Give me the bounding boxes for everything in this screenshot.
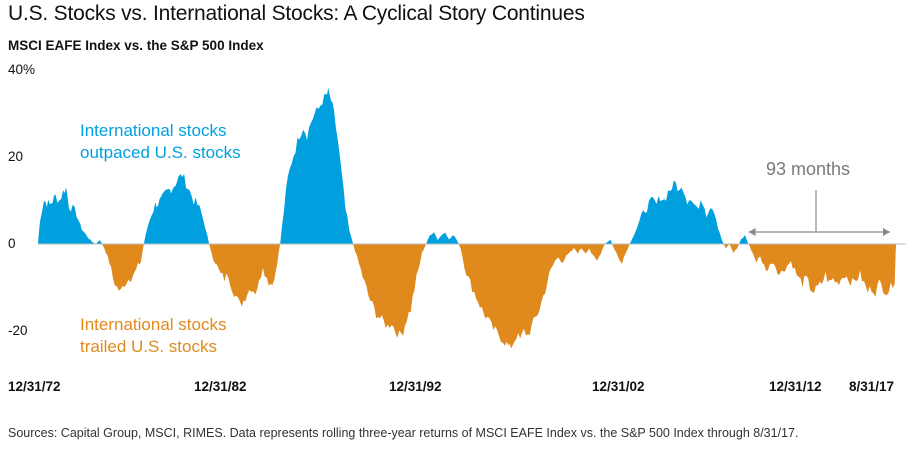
x-tick-label-2017: 8/31/17 (849, 379, 895, 394)
trailed-annotation-line1: International stocks (80, 315, 227, 334)
outpaced-annotation-line1: International stocks (80, 121, 227, 140)
bracket-arrow-left (748, 228, 756, 236)
y-tick-label-neg20: -20 (8, 323, 28, 338)
outpaced-annotation-line2: outpaced U.S. stocks (80, 143, 241, 162)
duration-bracket (748, 190, 890, 236)
y-tick-label-20: 20 (8, 149, 24, 164)
trailed-annotation-line2: trailed U.S. stocks (80, 337, 217, 356)
x-tick-label-1972: 12/31/72 (8, 379, 61, 394)
bracket-arrow-right (883, 228, 890, 236)
span-label: 93 months (766, 159, 851, 179)
y-tick-label-40: 40% (8, 62, 36, 77)
trailed-annotation: International stocks trailed U.S. stocks (80, 314, 226, 358)
positive-area (38, 87, 896, 244)
x-tick-label-1982: 12/31/82 (194, 379, 247, 394)
outpaced-annotation: International stocks outpaced U.S. stock… (80, 120, 241, 164)
x-tick-label-2012: 12/31/12 (769, 379, 822, 394)
x-tick-label-2002: 12/31/02 (592, 379, 645, 394)
negative-area (38, 244, 896, 349)
x-tick-label-1992: 12/31/92 (389, 379, 442, 394)
chart-subtitle: MSCI EAFE Index vs. the S&P 500 Index (8, 38, 264, 53)
y-tick-label-0: 0 (8, 236, 16, 251)
area-series (38, 87, 906, 349)
source-note: Sources: Capital Group, MSCI, RIMES. Dat… (8, 426, 799, 440)
chart-title: U.S. Stocks vs. International Stocks: A … (8, 2, 585, 25)
